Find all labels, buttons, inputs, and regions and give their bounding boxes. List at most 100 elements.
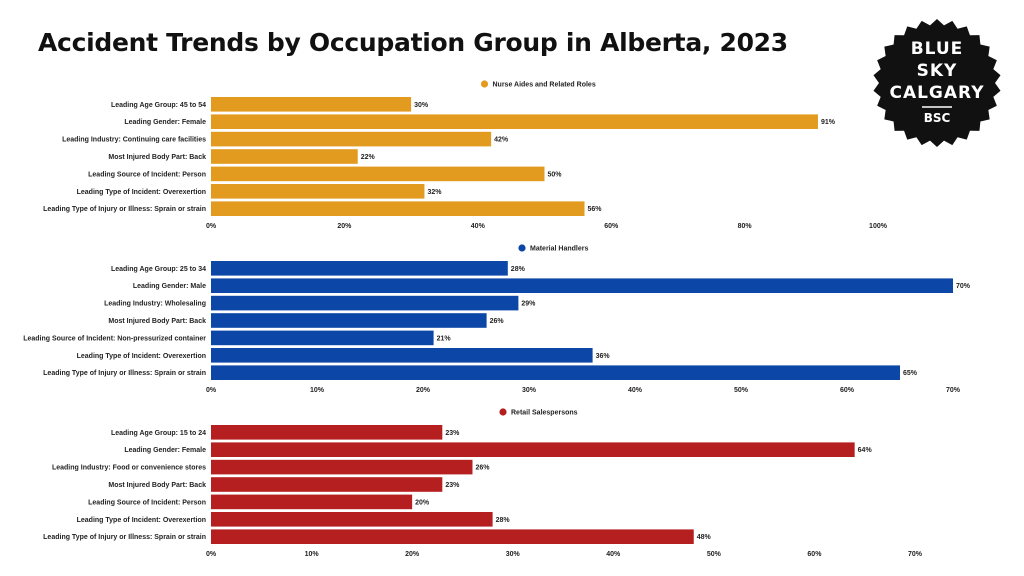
value-label: 28%: [496, 517, 511, 524]
logo-text-line: SKY: [917, 61, 958, 81]
category-label: Leading Industry: Food or convenience st…: [52, 465, 206, 472]
bar: [211, 330, 434, 346]
bar: [211, 529, 694, 544]
value-label: 23%: [445, 430, 460, 437]
x-tick-label: 100%: [869, 223, 888, 230]
bar: [211, 494, 413, 510]
x-tick-label: 30%: [506, 551, 521, 558]
value-label: 70%: [956, 283, 971, 290]
category-label: Leading Age Group: 15 to 24: [111, 430, 206, 437]
legend-label: Retail Salespersons: [511, 410, 578, 417]
value-label: 26%: [490, 318, 505, 325]
bar: [211, 114, 818, 129]
x-tick-label: 50%: [707, 551, 722, 558]
legend-swatch: [518, 244, 526, 252]
category-label: Leading Gender: Female: [124, 447, 206, 454]
x-tick-label: 10%: [305, 551, 320, 558]
value-label: 23%: [445, 482, 460, 489]
x-tick-label: 0%: [206, 387, 217, 394]
value-label: 36%: [596, 353, 611, 360]
category-label: Leading Type of Injury or Illness: Sprai…: [43, 206, 206, 213]
bar: [211, 97, 412, 112]
bar: [211, 365, 900, 380]
value-label: 91%: [821, 119, 836, 126]
logo-text-line: CALGARY: [889, 83, 984, 103]
bar: [211, 442, 855, 457]
x-tick-label: 40%: [628, 387, 643, 394]
category-label: Leading Source of Incident: Person: [88, 499, 206, 506]
category-label: Most Injured Body Part: Back: [108, 318, 206, 325]
bar: [211, 477, 443, 492]
logo-text-line: BLUE: [911, 39, 964, 59]
bar: [211, 459, 473, 475]
x-tick-label: 10%: [310, 387, 325, 394]
bar: [211, 184, 425, 199]
bar: [211, 261, 508, 276]
bar: [211, 348, 593, 363]
category-label: Leading Type of Incident: Overexertion: [77, 189, 206, 196]
value-label: 48%: [697, 534, 712, 541]
category-label: Leading Gender: Female: [124, 119, 206, 126]
bar: [211, 278, 953, 293]
x-tick-label: 60%: [840, 387, 855, 394]
value-label: 30%: [414, 102, 429, 109]
bar: [211, 131, 492, 147]
chart-title: Accident Trends by Occupation Group in A…: [38, 28, 788, 57]
category-label: Most Injured Body Part: Back: [108, 482, 206, 489]
category-label: Leading Age Group: 25 to 34: [111, 266, 206, 273]
x-tick-label: 70%: [908, 551, 923, 558]
x-tick-label: 60%: [807, 551, 822, 558]
category-label: Leading Type of Injury or Illness: Sprai…: [43, 370, 206, 377]
x-tick-label: 0%: [206, 551, 217, 558]
category-label: Leading Gender: Male: [133, 283, 206, 290]
value-label: 22%: [361, 154, 376, 161]
bar: [211, 425, 443, 440]
legend-swatch: [480, 80, 489, 88]
category-label: Leading Industry: Continuing care facili…: [62, 137, 206, 144]
chart-3: Retail Salespersons Leading Age Group: 15…: [43, 408, 923, 558]
legend-label: Nurse Aides and Related Roles: [493, 82, 596, 89]
value-label: 64%: [858, 447, 873, 454]
x-tick-label: 20%: [337, 223, 352, 230]
legend-label: Material Handlers: [530, 246, 588, 253]
x-tick-label: 20%: [405, 551, 420, 558]
bar: [211, 166, 545, 182]
x-tick-label: 20%: [416, 387, 431, 394]
value-label: 32%: [427, 189, 442, 196]
x-tick-label: 40%: [471, 223, 486, 230]
category-label: Leading Industry: Wholesaling: [104, 301, 206, 308]
value-label: 56%: [588, 206, 603, 213]
value-label: 65%: [903, 370, 918, 377]
x-tick-label: 50%: [734, 387, 749, 394]
category-label: Leading Type of Injury or Illness: Sprai…: [43, 534, 206, 541]
value-label: 26%: [475, 465, 490, 472]
value-label: 42%: [494, 137, 509, 144]
value-label: 28%: [511, 266, 526, 273]
bar: [211, 149, 358, 164]
bar: [211, 512, 493, 527]
legend-swatch: [499, 408, 507, 416]
bar: [211, 313, 487, 328]
value-label: 20%: [415, 499, 430, 506]
x-tick-label: 70%: [946, 387, 961, 394]
x-tick-label: 30%: [522, 387, 537, 394]
category-label: Leading Age Group: 45 to 54: [111, 102, 206, 109]
chart-2: Material Handlers Leading Age Group: 25 t…: [23, 244, 971, 394]
value-label: 29%: [521, 301, 536, 308]
category-label: Leading Source of Incident: Person: [88, 171, 206, 178]
x-tick-label: 0%: [206, 223, 217, 230]
category-label: Leading Type of Incident: Overexertion: [77, 353, 206, 360]
category-label: Leading Source of Incident: Non-pressuri…: [23, 335, 206, 342]
bar: [211, 201, 585, 216]
value-label: 21%: [437, 335, 452, 342]
x-tick-label: 80%: [738, 223, 753, 230]
value-label: 50%: [548, 171, 563, 178]
x-tick-label: 60%: [604, 223, 619, 230]
chart-1: Nurse Aides and Related Roles Leading Age…: [43, 80, 888, 230]
logo-badge: [873, 19, 1001, 147]
logo-abbr: BSC: [924, 111, 951, 125]
x-tick-label: 40%: [606, 551, 621, 558]
category-label: Most Injured Body Part: Back: [108, 154, 206, 161]
